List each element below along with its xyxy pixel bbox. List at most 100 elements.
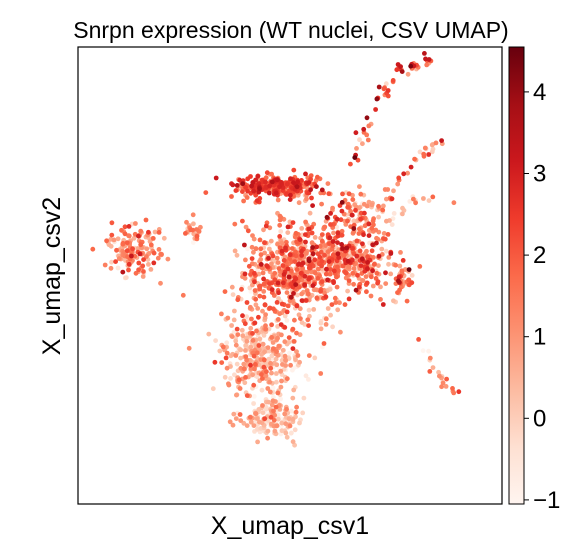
scatter-point [224, 365, 230, 371]
y-axis-label: X_umap_csv2 [38, 197, 66, 355]
scatter-point [238, 355, 244, 361]
scatter-point [146, 229, 151, 235]
scatter-point [257, 419, 262, 425]
scatter-point [253, 296, 259, 302]
scatter-point [381, 203, 386, 209]
scatter-point [229, 334, 235, 339]
scatter-point [231, 411, 237, 417]
scatter-point [262, 240, 267, 246]
scatter-point [306, 377, 311, 382]
scatter-point [327, 241, 332, 246]
scatter-point [439, 384, 444, 390]
scatter-point [395, 290, 400, 295]
scatter-point [326, 191, 332, 197]
scatter-point [274, 255, 280, 261]
scatter-point [260, 341, 266, 347]
scatter-point [115, 236, 121, 242]
scatter-point [397, 263, 403, 269]
scatter-point [368, 293, 374, 299]
scatter-point [262, 416, 268, 422]
scatter-point [241, 420, 247, 426]
scatter-point [133, 221, 138, 226]
scatter-point [273, 356, 279, 362]
scatter-point [266, 190, 272, 196]
scatter-point [287, 350, 292, 356]
colorbar-tick-label: 3 [533, 161, 546, 188]
scatter-point [238, 347, 244, 353]
scatter-point [279, 332, 284, 338]
scatter-point [286, 274, 292, 280]
scatter-point [330, 205, 335, 211]
scatter-point [391, 211, 397, 216]
scatter-point [285, 224, 291, 230]
scatter-point [136, 233, 141, 239]
scatter-point [306, 258, 312, 264]
scatter-point [251, 188, 257, 194]
scatter-point [323, 271, 329, 277]
scatter-point [450, 386, 455, 391]
scatter-point [260, 376, 265, 381]
scatter-point [426, 348, 431, 354]
scatter-point [346, 191, 352, 197]
scatter-point [275, 260, 281, 265]
scatter-point [275, 335, 280, 341]
scatter-point [194, 227, 200, 232]
scatter-point [335, 251, 341, 257]
scatter-point [245, 246, 250, 252]
scatter-point [241, 366, 247, 372]
scatter-point [183, 231, 188, 236]
scatter-point [270, 385, 276, 391]
scatter-point [126, 224, 132, 229]
scatter-point [274, 362, 280, 368]
scatter-point [407, 199, 413, 204]
scatter-point [369, 202, 375, 208]
scatter-point [315, 276, 321, 281]
scatter-point [227, 419, 233, 425]
scatter-point [430, 194, 436, 200]
scatter-point [220, 344, 226, 350]
scatter-point [249, 183, 255, 189]
scatter-point [275, 241, 280, 247]
scatter-point [126, 261, 132, 267]
scatter-point [436, 369, 441, 375]
scatter-point [292, 317, 297, 323]
scatter-point [279, 180, 284, 185]
scatter-point [368, 274, 374, 280]
scatter-point [364, 248, 369, 254]
scatter-point [299, 291, 305, 297]
scatter-point [280, 263, 286, 268]
scatter-point [255, 416, 260, 421]
scatter-point [334, 274, 339, 280]
scatter-point [270, 340, 276, 345]
scatter-point [406, 267, 412, 272]
scatter-point [373, 107, 378, 112]
scatter-point [409, 273, 415, 278]
colorbar-tick-label: 0 [533, 405, 546, 432]
scatter-point [440, 380, 446, 386]
scatter-point [283, 357, 288, 363]
scatter-point [360, 241, 365, 247]
scatter-point [222, 374, 228, 380]
scatter-point [280, 362, 285, 367]
scatter-point [234, 392, 239, 398]
scatter-point [307, 210, 313, 216]
scatter-point [250, 233, 255, 239]
scatter-point [365, 260, 370, 265]
scatter-point [405, 71, 411, 77]
scatter-point [269, 261, 274, 267]
scatter-point [312, 355, 318, 361]
scatter-point [281, 258, 287, 263]
scatter-point [219, 311, 224, 317]
scatter-point [230, 422, 236, 428]
scatter-point [108, 265, 114, 271]
scatter-point [335, 268, 341, 273]
scatter-point [337, 300, 342, 306]
scatter-point [341, 253, 347, 258]
scatter-point [366, 221, 372, 227]
scatter-point [237, 412, 243, 417]
scatter-point [282, 411, 288, 417]
scatter-point [356, 231, 362, 236]
scatter-point [254, 328, 259, 334]
scatter-point [275, 197, 281, 203]
scatter-point [366, 233, 372, 239]
